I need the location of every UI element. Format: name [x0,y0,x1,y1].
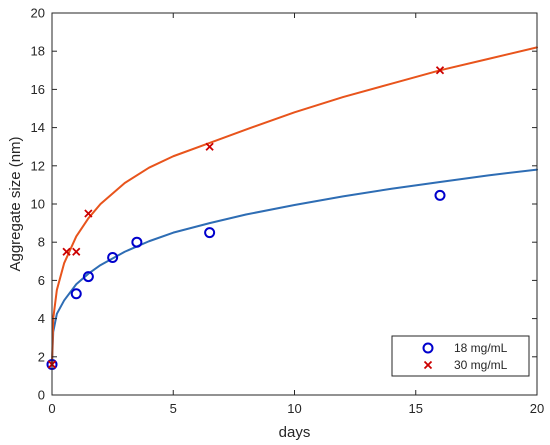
x-tick-label: 20 [530,401,544,416]
y-tick-label: 16 [31,82,45,97]
x-marker [84,209,93,218]
circle-marker [434,189,446,201]
y-tick-label: 10 [31,197,45,212]
circle-marker [204,227,216,239]
y-tick-label: 18 [31,44,45,59]
circle-marker [131,236,143,248]
legend-label-18-mg: 18 mg/mL [454,341,508,355]
legend-label-30-mg: 30 mg/mL [454,358,508,372]
y-tick-label: 6 [38,273,45,288]
circle-marker [82,271,94,283]
y-axis-title: Aggregate size (nm) [7,136,24,271]
x-marker [205,142,214,151]
x-marker [72,247,81,256]
x-marker [435,66,445,75]
legend-marker-30-mg [423,360,433,370]
x-tick-label: 0 [48,401,55,416]
fit-curve-0 [51,168,538,366]
x-marker [62,247,71,256]
data-markers [46,66,446,370]
y-tick-label: 12 [31,158,45,173]
y-tick-label: 20 [31,6,45,21]
fit-curve-1 [51,46,538,366]
legend-marker-18-mg [422,342,434,354]
x-tick-label: 5 [170,401,177,416]
legend-marker [422,342,434,354]
x-axis-title: days [279,424,311,441]
y-tick-label: 4 [38,311,45,326]
y-tick-label: 14 [31,120,45,135]
y-tick-label: 2 [38,349,45,364]
legend-marker [423,360,433,370]
x-tick-label: 15 [409,401,423,416]
legend: 18 mg/mL 30 mg/mL [391,335,530,377]
fit-curves [51,46,538,366]
y-tick-label: 0 [38,388,45,403]
legend-box [391,335,530,377]
axis-ticks: 0 5 10 15 20 0 2 4 6 8 10 12 14 16 18 20 [31,6,545,417]
circle-marker [70,288,82,300]
circle-marker [107,251,119,263]
y-tick-label: 8 [38,235,45,250]
x-tick-label: 10 [287,401,301,416]
